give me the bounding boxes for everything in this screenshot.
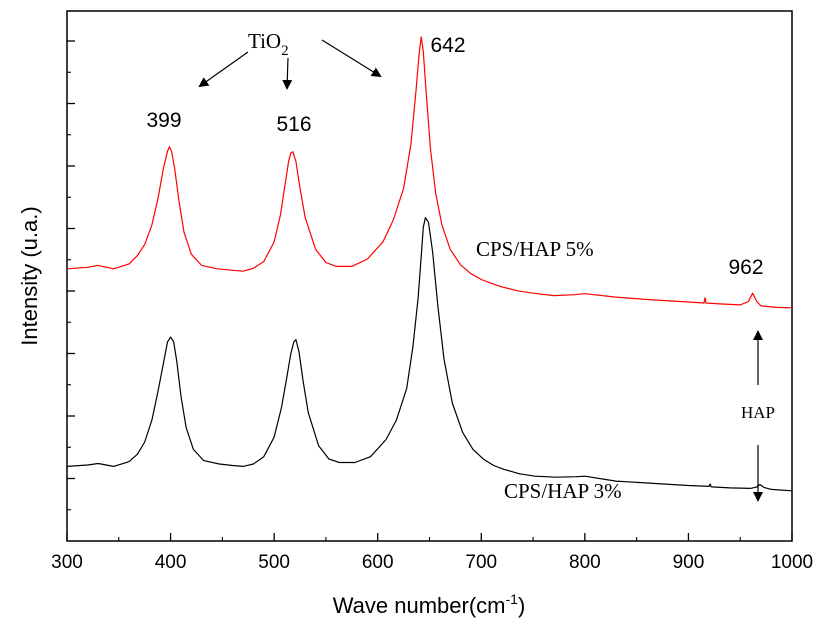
x-tick-label: 300 [51,552,83,573]
tio2-annotation: TiO2 [248,29,289,59]
x-axis-title: Wave number(cm-1) [333,591,526,618]
x-axis-ticks: 300 400 500 600 700 800 900 1000 [51,533,813,573]
peak-label-642: 642 [430,34,465,57]
x-tick-label: 500 [258,552,290,573]
tio2-arrow-399 [198,51,249,88]
peak-label-516: 516 [276,113,311,136]
x-tick-label: 700 [465,552,497,573]
series-line-cps-hap-5 [66,36,793,309]
hap-annotation: HAP [741,403,775,422]
x-tick-label: 1000 [771,552,813,573]
series-line-cps-hap-3 [66,217,793,492]
x-tick-label: 600 [362,552,394,573]
x-tick-label: 800 [569,552,601,573]
tio2-arrow-642 [321,39,382,78]
x-tick-label: 900 [673,552,705,573]
plot-frame [66,10,793,542]
peak-label-962: 962 [728,256,763,279]
x-tick-label: 400 [155,552,187,573]
y-axis-title: Intensity (u.a.) [17,206,42,345]
y-axis-ticks [67,40,75,511]
series-label-cps-hap-5: CPS/HAP 5% [476,237,594,261]
tio2-arrow-516 [282,57,293,90]
peak-label-399: 399 [146,109,181,132]
series-layer [66,36,793,492]
series-label-cps-hap-3: CPS/HAP 3% [504,479,622,503]
